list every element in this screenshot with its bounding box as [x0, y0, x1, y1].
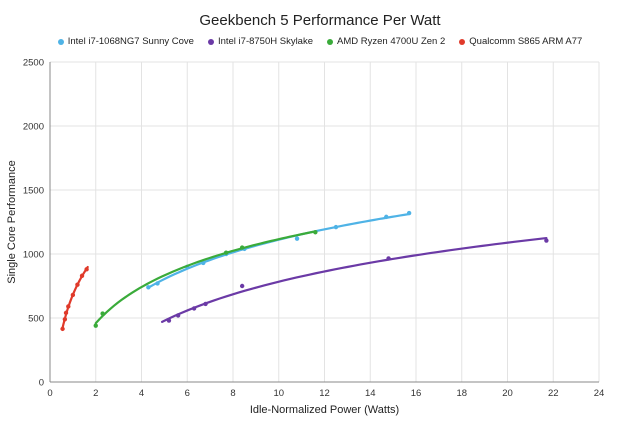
x-tick-label: 24 [594, 388, 605, 399]
grid-lines [49, 61, 600, 383]
data-point [146, 285, 151, 290]
data-point [386, 256, 391, 261]
x-tick-label: 14 [365, 388, 376, 399]
x-axis-title: Idle-Normalized Power (Watts) [250, 404, 399, 416]
legend: Intel i7-1068NG7 Sunny Cove Intel i7-8750… [0, 36, 640, 47]
y-axis-title: Single Core Performance [6, 160, 18, 284]
y-tick-label: 1000 [23, 250, 44, 261]
legend-swatch-icon [459, 38, 466, 45]
data-point [155, 281, 160, 286]
data-point [406, 210, 412, 216]
legend-label: AMD Ryzen 4700U Zen 2 [337, 36, 446, 47]
data-point [239, 283, 245, 289]
y-tick-label: 2500 [23, 58, 44, 69]
data-point [84, 267, 89, 272]
legend-swatch-icon [57, 38, 64, 45]
data-point [544, 238, 549, 243]
data-point [384, 214, 389, 220]
x-tick-label: 12 [319, 388, 330, 399]
data-point [70, 292, 76, 298]
x-tick-label: 22 [548, 388, 559, 399]
data-point [75, 282, 80, 287]
y-tick-label: 500 [28, 314, 44, 325]
legend-item: Intel i7-1068NG7 Sunny Cove [57, 36, 194, 47]
data-point [239, 245, 245, 250]
data-point [313, 230, 318, 235]
data-point [79, 273, 85, 278]
x-tick-label: 4 [139, 388, 144, 399]
legend-item: Qualcomm S865 ARM A77 [459, 36, 582, 47]
x-tick-label: 0 [47, 388, 52, 399]
data-point [223, 250, 229, 255]
x-tick-label: 6 [185, 388, 190, 399]
series-3 [60, 265, 89, 332]
x-tick-label: 20 [502, 388, 513, 399]
x-tick-label: 10 [273, 388, 284, 399]
legend-item: AMD Ryzen 4700U Zen 2 [327, 36, 445, 47]
data-point [201, 260, 206, 266]
legend-label: Qualcomm S865 ARM A77 [469, 36, 583, 47]
legend-swatch-icon [207, 38, 214, 45]
series-2 [93, 230, 318, 328]
data-point [62, 317, 68, 322]
data-point [333, 224, 339, 230]
trendline [94, 230, 317, 325]
legend-label: Intel i7-8750H Skylake [217, 36, 314, 47]
y-tick-label: 1500 [23, 186, 44, 197]
legend-swatch-icon [327, 38, 334, 45]
series-1 [160, 236, 549, 323]
x-tick-label: 8 [230, 388, 235, 399]
data-point [100, 311, 105, 316]
data-point [63, 310, 69, 316]
y-tick-label: 2000 [23, 122, 44, 133]
y-tick-label: 0 [39, 378, 44, 389]
x-tick-label: 18 [456, 388, 467, 399]
data-point [93, 323, 98, 328]
data-point [166, 318, 172, 323]
data-point [191, 306, 197, 311]
data-point [60, 326, 65, 332]
x-tick-label: 2 [93, 388, 98, 399]
data-point [294, 236, 300, 241]
chart-title: Geekbench 5 Performance Per Watt [199, 12, 441, 29]
legend-label: Intel i7-1068NG7 Sunny Cove [67, 36, 194, 47]
legend-item: Intel i7-8750H Skylake [207, 36, 314, 47]
x-tick-label: 16 [411, 388, 422, 399]
data-point [66, 304, 71, 309]
data-point [175, 313, 181, 318]
data-point [203, 301, 208, 307]
trendline [160, 236, 548, 323]
